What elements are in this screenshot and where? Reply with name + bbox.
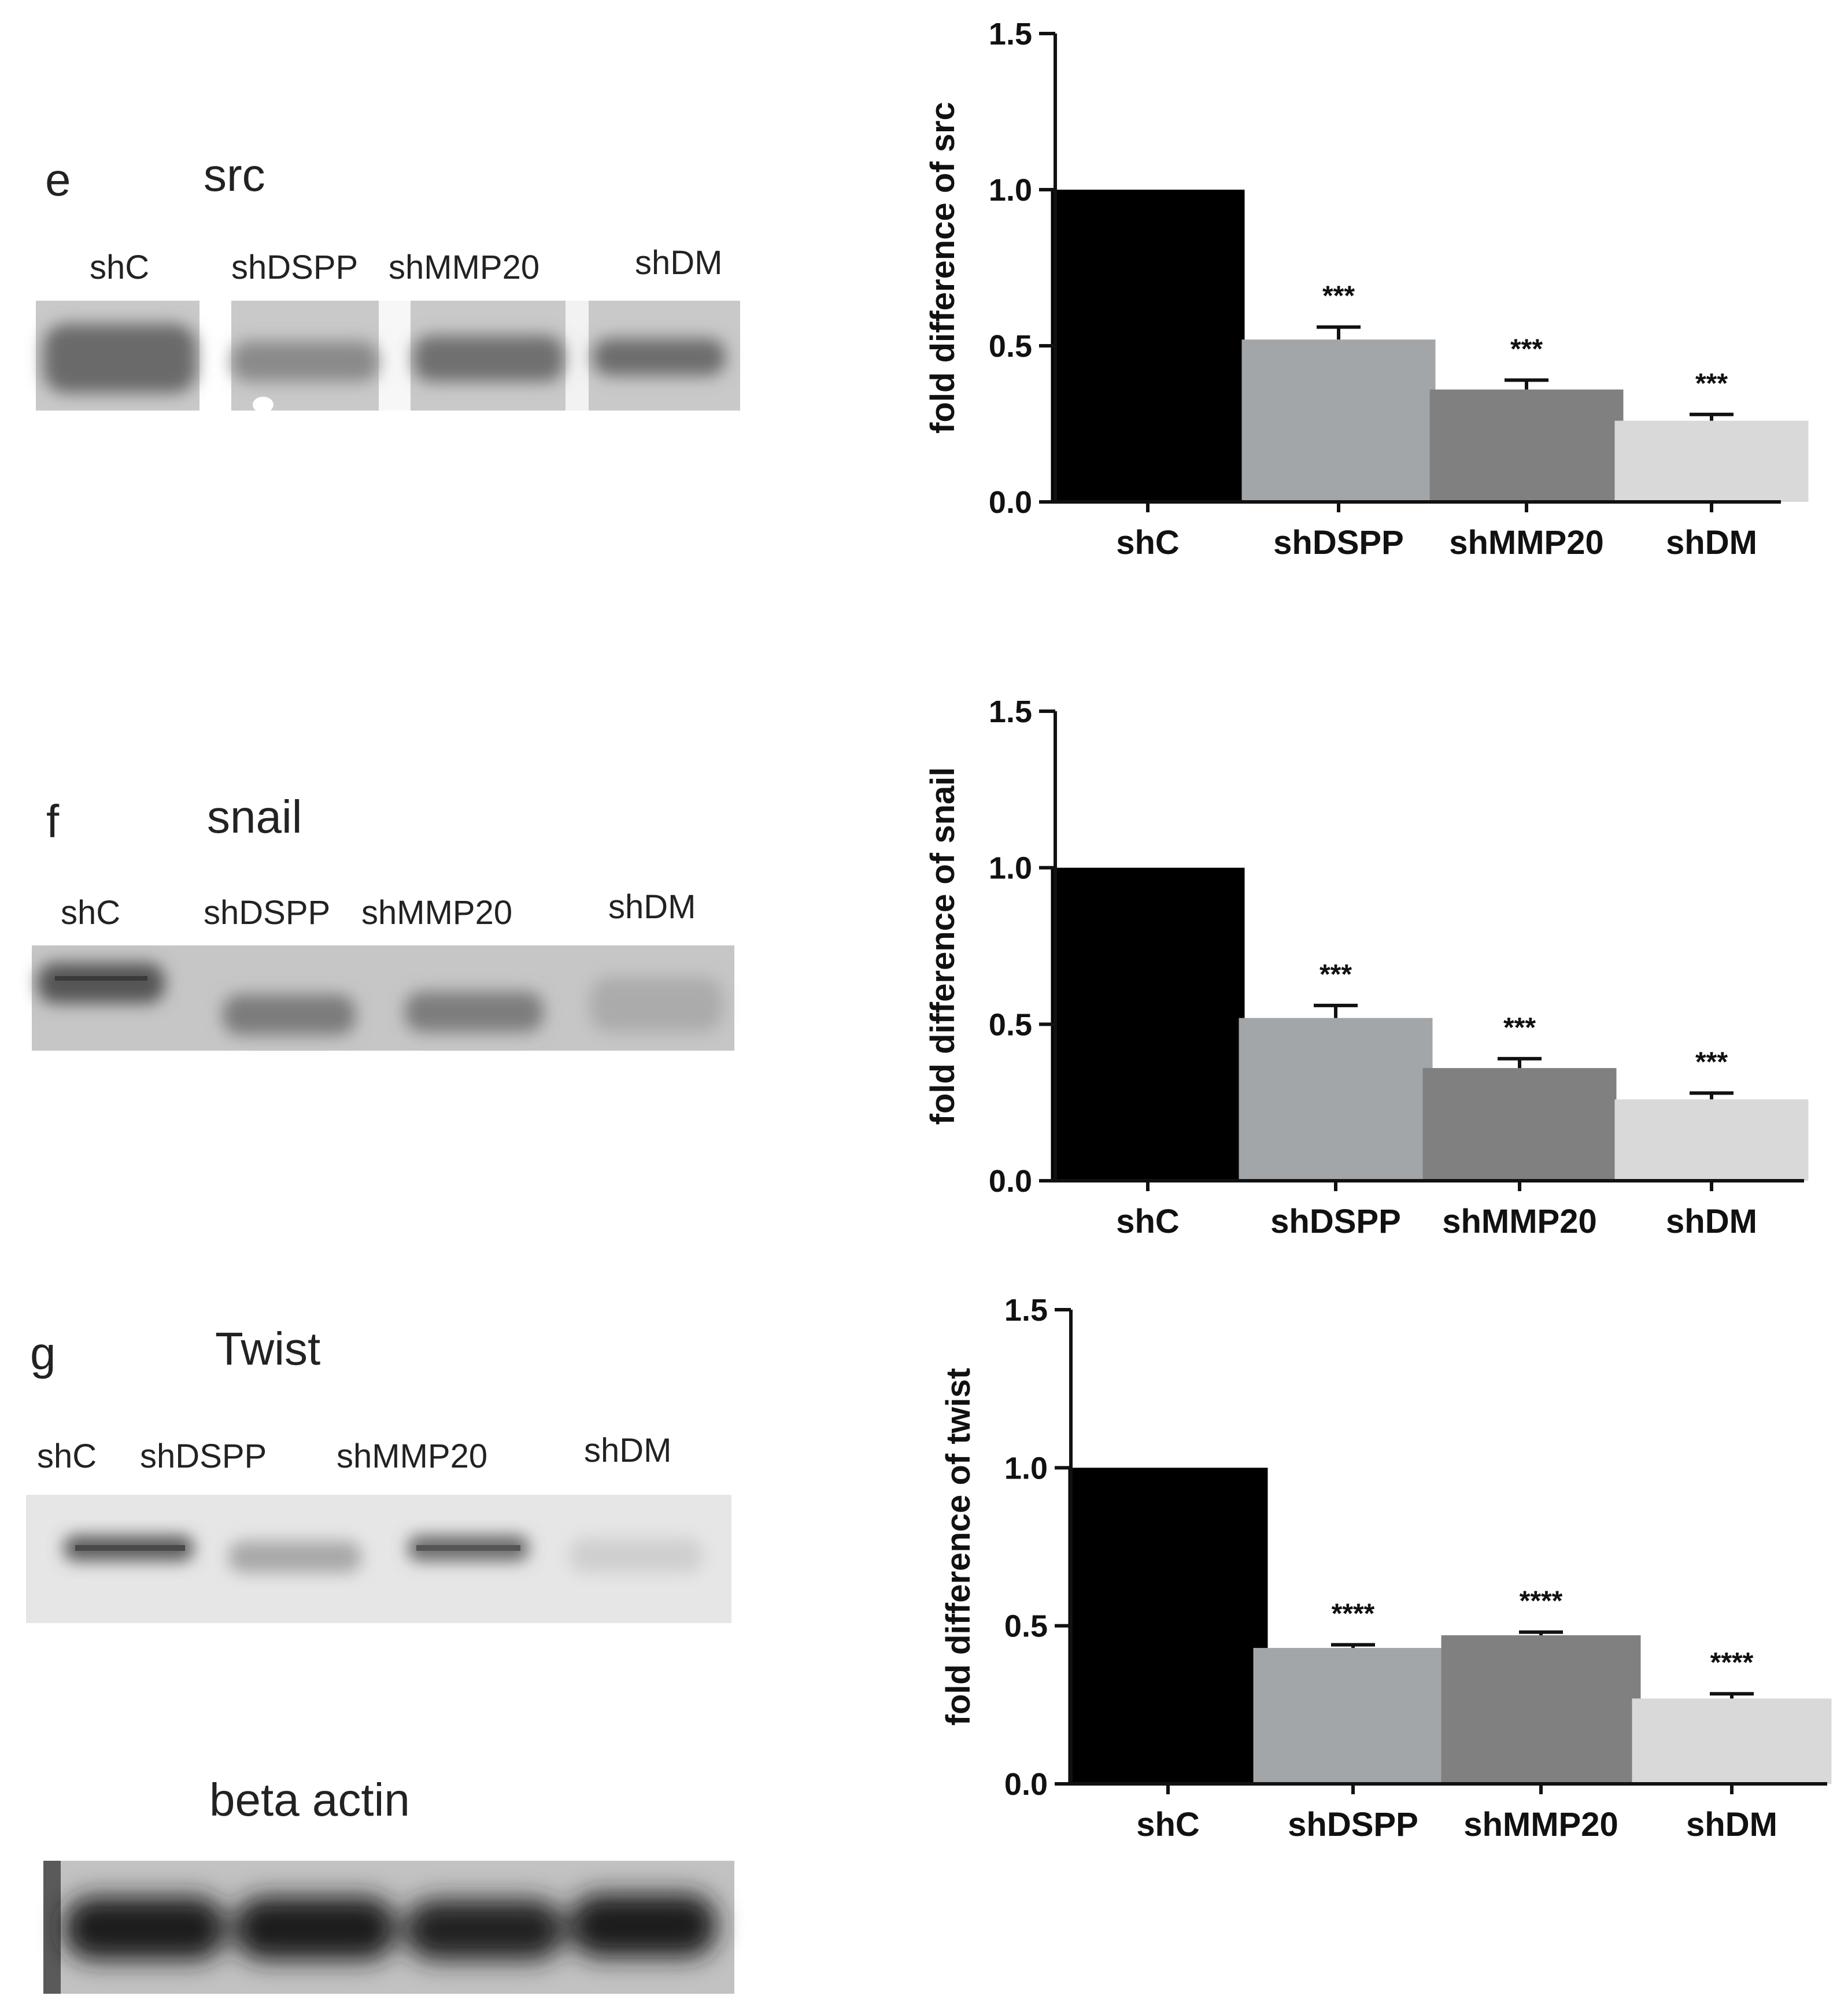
lane-label-shDM: shDM [608,888,696,926]
category-label-shDSPP: shDSPP [1270,1203,1401,1240]
blot-panel-beta-actin: beta actin [43,1774,734,1994]
panel-letter-e: e [45,154,71,205]
y-tick-label: 0.0 [989,1164,1032,1199]
bar-chart-twist: shC **** shDSPP **** shMMP20 **** shDM 0.0 0.5 1.… [940,1293,1832,1843]
significance-shDM: *** [1695,1047,1728,1077]
category-label-shMMP20: shMMP20 [1449,524,1604,561]
bar-shMMP20 [1429,389,1624,502]
significance-shMMP20: **** [1520,1586,1563,1617]
category-label-shC: shC [1116,1203,1180,1240]
y-tick-label: 1.0 [1004,1451,1048,1485]
y-tick-label: 1.5 [989,694,1032,729]
blot-title-beta-actin: beta actin [209,1774,410,1825]
bar-shDM [1632,1698,1832,1784]
lane-label-shDSPP: shDSPP [231,249,358,286]
category-label-shDM: shDM [1666,1203,1757,1240]
y-tick-label: 1.5 [989,17,1032,51]
bar-shC [1068,1468,1268,1784]
category-label-shMMP20: shMMP20 [1463,1806,1618,1843]
panel-letter-f: f [46,796,60,847]
y-tick-label: 0.0 [989,485,1032,520]
significance-shDSPP: **** [1332,1598,1375,1629]
significance-shDM: **** [1710,1647,1754,1678]
lane-label-shDSPP: shDSPP [140,1437,267,1475]
lane-label-shDSPP: shDSPP [204,894,330,932]
y-tick-label: 0.5 [989,1007,1032,1042]
bar-chart-snail: shC *** shDSPP *** shMMP20 *** shDM 0.0 0.5 1.0 1.… [924,694,1809,1240]
blot-image-twist [26,1495,731,1623]
bar-shDSPP [1239,1018,1433,1181]
lane-label-shDM: shDM [635,244,722,282]
bar-shDM [1614,1099,1809,1181]
bar-shDSPP [1241,339,1436,502]
bar-shC [1051,867,1245,1181]
significance-shDSPP: *** [1320,959,1352,990]
bar-shMMP20 [1422,1068,1617,1181]
lane-label-shMMP20: shMMP20 [361,894,512,932]
bar-shDSPP [1253,1647,1453,1784]
category-label-shMMP20: shMMP20 [1442,1203,1597,1240]
category-label-shDM: shDM [1666,524,1757,561]
blot-image-beta-actin [43,1861,734,1994]
lane-label-shC: shC [90,249,149,286]
lane-label-shC: shC [37,1437,97,1475]
blot-panel-f: f snail shC shDSPP shMMP20 shDM [32,791,734,1051]
y-tick-label: 1.5 [1004,1293,1048,1328]
blot-panel-g: g Twist shC shDSPP shMMP20 shDM [26,1323,731,1623]
y-tick-label: 0.0 [1004,1767,1048,1802]
y-axis-title: fold difference of snail [924,767,962,1125]
significance-shMMP20: *** [1503,1012,1536,1043]
blot-title-snail: snail [207,791,302,842]
panel-letter-g: g [30,1328,56,1379]
blot-title-src: src [204,149,265,201]
category-label-shDSPP: shDSPP [1288,1806,1418,1843]
bar-chart-src: shC *** shDSPP *** shMMP20 *** shDM 0.0 0.5 1.0 1.… [924,17,1809,561]
blot-image-src [36,301,740,413]
category-label-shC: shC [1136,1806,1200,1843]
category-label-shDM: shDM [1686,1806,1777,1843]
lane-label-shMMP20: shMMP20 [389,249,539,286]
blot-title-twist: Twist [215,1323,320,1374]
bar-shDM [1614,420,1809,502]
y-tick-label: 0.5 [989,329,1032,364]
bar-shMMP20 [1441,1635,1641,1784]
lane-label-shMMP20: shMMP20 [337,1437,487,1475]
lane-label-shC: shC [61,894,120,932]
significance-shDM: *** [1695,368,1728,399]
significance-shDSPP: *** [1322,281,1355,312]
y-tick-label: 1.0 [989,851,1032,886]
y-tick-label: 0.5 [1004,1609,1048,1644]
blot-panel-e: e src shC shDSPP shMMP20 shDM [36,149,740,413]
y-tick-label: 1.0 [989,173,1032,208]
lane-label-shDM: shDM [584,1432,671,1469]
bar-shC [1051,190,1245,502]
y-axis-title: fold difference of src [924,102,962,434]
category-label-shDSPP: shDSPP [1273,524,1404,561]
y-axis-title: fold difference of twist [940,1368,977,1726]
significance-shMMP20: *** [1510,334,1543,364]
blot-image-snail [32,945,734,1051]
category-label-shC: shC [1116,524,1180,561]
